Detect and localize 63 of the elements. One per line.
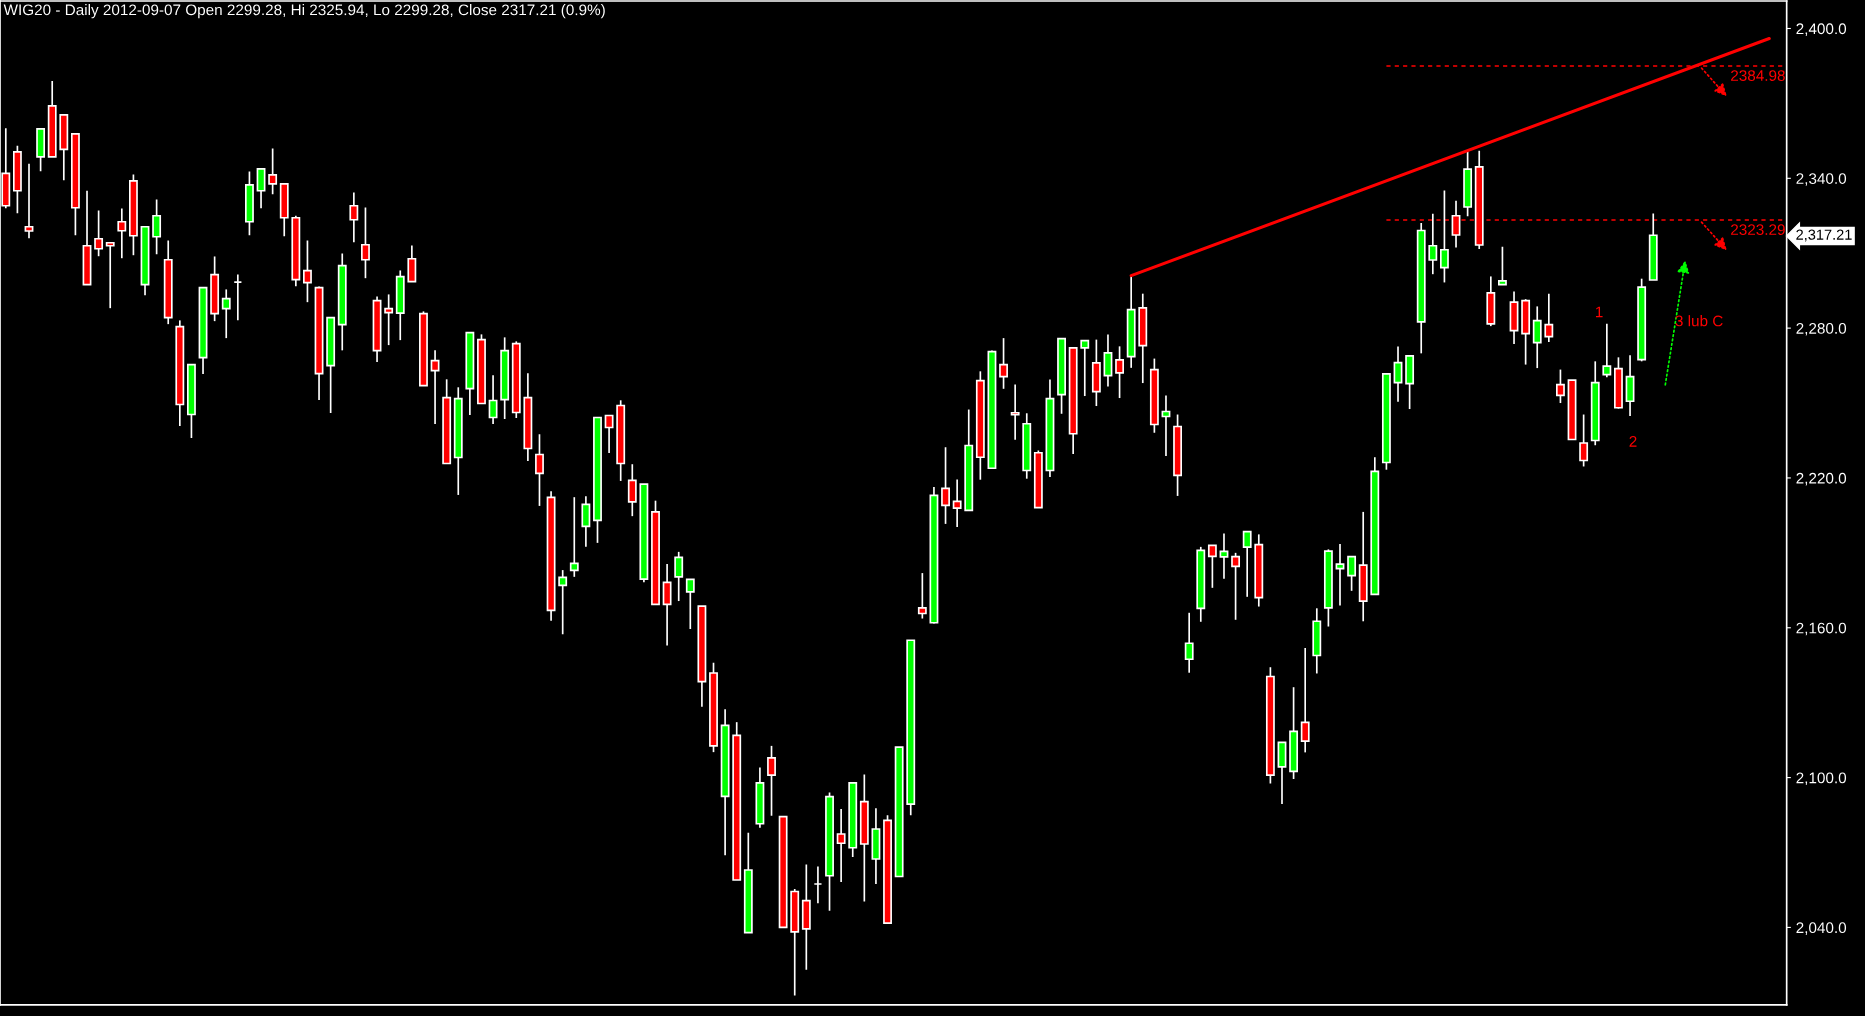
text: 2,317.21 xyxy=(1796,229,1852,242)
y-tick-label: 2,220.0 xyxy=(1796,472,1847,486)
candlestick xyxy=(1532,305,1542,369)
candlestick xyxy=(407,244,417,283)
candlestick xyxy=(1300,647,1310,754)
candlestick xyxy=(488,374,498,425)
y-tick-label: 2,040.0 xyxy=(1796,922,1847,935)
candlestick xyxy=(836,808,846,883)
candlestick xyxy=(117,207,127,260)
candlestick xyxy=(268,147,278,196)
candlestick xyxy=(1602,322,1612,379)
y-tick-label: 2,100.0 xyxy=(1796,772,1847,786)
candlestick xyxy=(569,496,579,578)
candlestick xyxy=(1428,212,1438,276)
candlestick xyxy=(1544,292,1554,343)
annotation: 2 xyxy=(1629,435,1637,447)
candlestick xyxy=(1335,543,1345,607)
y-tick-label: 2,280.0 xyxy=(1796,323,1847,336)
candlestick xyxy=(384,293,394,346)
annotation: 1 xyxy=(1595,306,1603,318)
y-tick-label: 2,340.0 xyxy=(1796,173,1847,186)
candlestick xyxy=(221,288,231,339)
candlestick xyxy=(1347,555,1357,592)
candlestick xyxy=(24,162,34,240)
candlestick xyxy=(627,463,637,517)
candlestick xyxy=(952,478,962,528)
candlestick xyxy=(581,495,591,548)
candlestick xyxy=(1231,552,1241,621)
candlestick xyxy=(917,572,927,620)
y-tick-label: 2,400.0 xyxy=(1796,23,1847,36)
candlestick xyxy=(1010,383,1020,441)
candlestick xyxy=(1219,532,1229,580)
candlestick xyxy=(674,551,684,602)
candlestick xyxy=(604,414,614,454)
candlestick xyxy=(1103,333,1113,388)
candlestick xyxy=(1497,245,1507,286)
candlestick xyxy=(1439,189,1449,284)
candlestick xyxy=(1115,345,1125,399)
candlestick xyxy=(303,239,312,303)
candlestick xyxy=(1184,611,1194,674)
candlestick xyxy=(558,569,568,636)
candlestick xyxy=(361,206,370,280)
candlestick xyxy=(256,167,266,210)
candlestick xyxy=(1556,368,1565,404)
candlestick xyxy=(1080,339,1090,397)
y-tick-label: 2,160.0 xyxy=(1796,622,1847,636)
candlestick xyxy=(999,337,1008,390)
candlestick xyxy=(941,446,950,525)
candlestick xyxy=(349,191,359,244)
candlestick xyxy=(1579,413,1589,468)
chart-title: WIG20 - Daily 2012-09-07 Open 2299.28, Hi 2325.94, Lo 2299.28, Close 2317.21 (0.9%) xyxy=(3,4,605,19)
candlestick xyxy=(662,563,672,647)
candlestick xyxy=(685,578,695,630)
candlestick xyxy=(1207,544,1217,589)
candlestick xyxy=(94,209,104,258)
ref-line-label: 2323.29 xyxy=(1731,224,1785,235)
annotation: 3 lub C xyxy=(1675,315,1723,327)
candlestick xyxy=(535,433,544,507)
candlestick xyxy=(105,241,115,309)
candlestick xyxy=(152,198,162,256)
ref-line-label: 2384.98 xyxy=(1731,70,1785,81)
candlestick xyxy=(767,745,776,817)
candlestick xyxy=(1242,530,1252,598)
